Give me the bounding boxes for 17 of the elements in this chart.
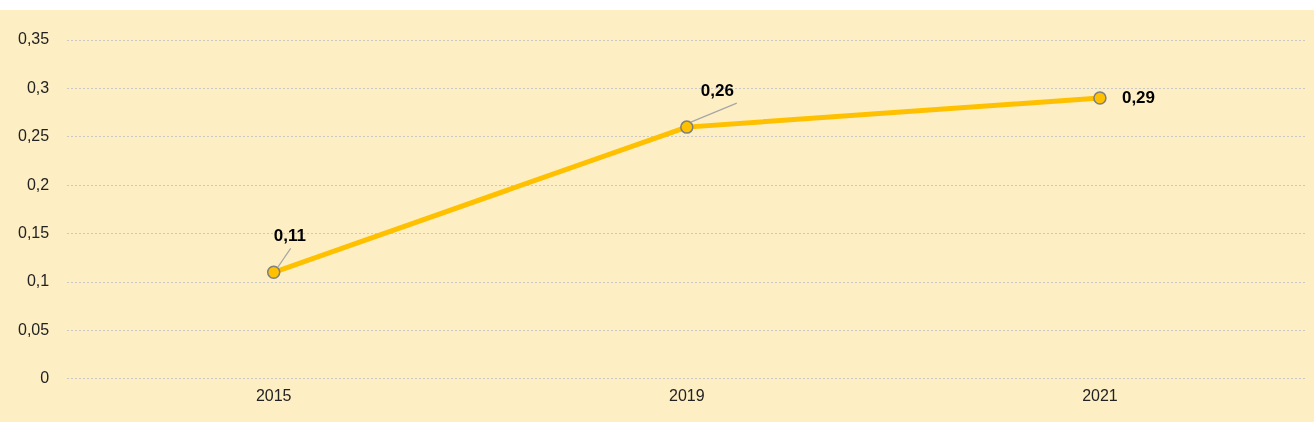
y-tick-label: 0,35	[18, 30, 50, 48]
y-tick-label: 0,3	[26, 78, 50, 96]
point	[680, 120, 694, 134]
y-tick-label: 0,2	[26, 175, 50, 193]
y-tick-label: 0,05	[18, 320, 50, 338]
data-label: 0,11	[273, 226, 306, 246]
y-tick-label: 0,1	[26, 272, 50, 290]
point	[1093, 91, 1107, 105]
x-tick-label: 2021	[1082, 386, 1118, 404]
data-label: 0,29	[1121, 87, 1156, 107]
data-label: 0,26	[700, 80, 734, 100]
point	[266, 265, 281, 280]
y-tick-label: 0,25	[18, 127, 50, 145]
x-tick-label: 2015	[255, 386, 292, 404]
y-tick-label: 0,15	[18, 224, 50, 242]
y-tick-label: 0	[40, 369, 50, 387]
x-tick-label: 2019	[669, 386, 705, 404]
